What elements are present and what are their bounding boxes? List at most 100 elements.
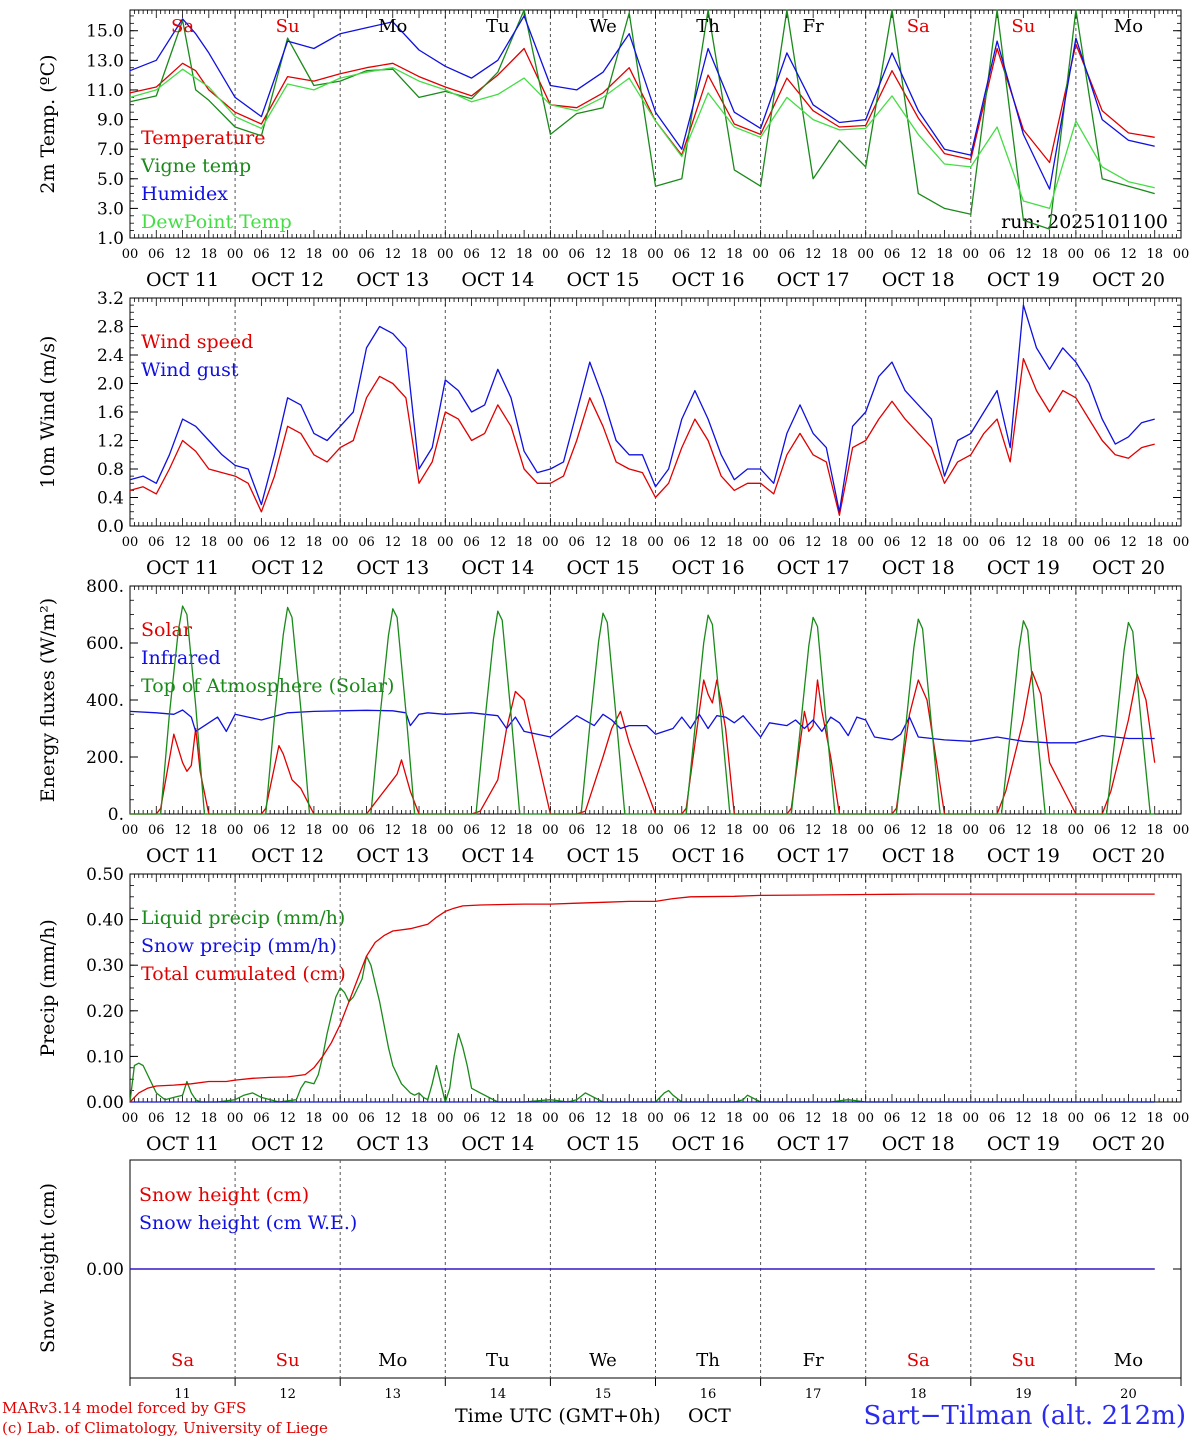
hour-label: 00 — [437, 1111, 454, 1126]
hour-label: 12 — [595, 1111, 612, 1126]
hour-label: 12 — [279, 535, 296, 550]
legend-infrared: Infrared — [141, 647, 221, 669]
legend-snow-precip: Snow precip (mm/h) — [141, 935, 337, 957]
hour-label: 00 — [542, 1111, 559, 1126]
day-label: OCT 20 — [1092, 557, 1165, 579]
day-label: OCT 19 — [987, 1133, 1060, 1155]
hour-label: 06 — [884, 823, 901, 838]
hour-label: 18 — [201, 247, 218, 262]
day-label: OCT 16 — [672, 269, 745, 291]
legend-total-cumulated: Total cumulated (cm) — [141, 963, 346, 985]
hour-label: 00 — [857, 1111, 874, 1126]
hour-label: 18 — [726, 247, 743, 262]
panel-wind: 10m Wind (m/s) Wind speed Wind gust — [37, 297, 1182, 527]
energy-y-axis-title: Energy fluxes (W/m²) — [37, 598, 59, 802]
hour-label: 12 — [910, 1111, 927, 1126]
day-number: 16 — [700, 1387, 717, 1402]
hour-label: 06 — [674, 535, 691, 550]
day-label: OCT 15 — [566, 845, 639, 867]
hour-label: 00 — [122, 823, 139, 838]
legend-vigne-temp: Vigne temp — [140, 155, 251, 177]
hour-label: 06 — [148, 535, 165, 550]
precip-y-tick-label: 0.10 — [86, 1047, 124, 1067]
snow-weekday-label: Th — [696, 1350, 720, 1371]
hour-label: 18 — [1146, 1111, 1163, 1126]
hour-label: 06 — [989, 247, 1006, 262]
day-label: OCT 14 — [461, 1133, 534, 1155]
hour-label: 06 — [358, 1111, 375, 1126]
hour-label: 00 — [857, 823, 874, 838]
hour-label: 06 — [148, 1111, 165, 1126]
hour-label: 12 — [805, 823, 822, 838]
day-label: OCT 13 — [356, 1133, 429, 1155]
hour-label: 12 — [805, 1111, 822, 1126]
hour-label: 00 — [647, 535, 664, 550]
day-number: 19 — [1015, 1387, 1032, 1402]
hour-label: 06 — [674, 1111, 691, 1126]
day-label: OCT 18 — [882, 1133, 955, 1155]
hour-label: 06 — [989, 823, 1006, 838]
wind-y-tick-label: 2.0 — [97, 375, 124, 395]
hour-label: 00 — [1173, 247, 1190, 262]
hour-label: 06 — [253, 823, 270, 838]
snow-weekday-label: Mo — [378, 1350, 407, 1371]
temperature-y-tick-label: 5.0 — [97, 170, 124, 190]
hour-label: 18 — [936, 823, 953, 838]
hour-label: 00 — [542, 535, 559, 550]
wind-y-tick-label: 3.2 — [97, 289, 124, 309]
hour-label: 12 — [490, 1111, 507, 1126]
hour-label: 06 — [358, 247, 375, 262]
hour-label: 12 — [1015, 247, 1032, 262]
energy-y-tick-label: 800. — [86, 577, 124, 597]
hour-label: 06 — [253, 247, 270, 262]
hour-label: 12 — [805, 535, 822, 550]
wind-y-axis-title: 10m Wind (m/s) — [37, 336, 59, 489]
hour-label: 12 — [595, 535, 612, 550]
precip-series-total-cumulated-cm- — [129, 893, 1155, 1103]
energy-y-tick-label: 600. — [86, 634, 124, 654]
snow-weekday-label: Sa — [907, 1350, 930, 1371]
hour-label: 06 — [463, 247, 480, 262]
hour-label: 00 — [752, 535, 769, 550]
day-label: OCT 14 — [461, 557, 534, 579]
hour-label: 18 — [306, 1111, 323, 1126]
hour-label: 06 — [884, 535, 901, 550]
hour-label: 00 — [857, 247, 874, 262]
day-label: OCT 15 — [566, 269, 639, 291]
temperature-series-temperature — [129, 43, 1155, 164]
hour-label: 00 — [227, 535, 244, 550]
hour-label: 18 — [306, 535, 323, 550]
hour-label: 06 — [1094, 1111, 1111, 1126]
hour-label: 18 — [621, 823, 638, 838]
hour-label: 18 — [621, 247, 638, 262]
hour-label: 12 — [279, 823, 296, 838]
day-label: OCT 12 — [251, 1133, 324, 1155]
hour-label: 18 — [1041, 247, 1058, 262]
weekday-label: Su — [276, 16, 300, 37]
hour-label: 18 — [1146, 247, 1163, 262]
hour-label: 12 — [1015, 535, 1032, 550]
weekday-label: Tu — [486, 16, 510, 37]
hour-label: 00 — [752, 1111, 769, 1126]
weekday-label: We — [589, 16, 617, 37]
hour-label: 18 — [306, 823, 323, 838]
day-label: OCT 16 — [672, 557, 745, 579]
legend-liquid-precip: Liquid precip (mm/h) — [141, 907, 345, 929]
day-label: OCT 16 — [672, 1133, 745, 1155]
day-label: OCT 19 — [987, 557, 1060, 579]
hour-label: 06 — [253, 535, 270, 550]
temperature-series-dewpoint-temp — [129, 67, 1155, 210]
hour-label: 00 — [122, 247, 139, 262]
day-label: OCT 11 — [146, 269, 219, 291]
snow-weekday-label: Su — [276, 1350, 300, 1371]
hour-label: 12 — [1120, 247, 1137, 262]
hour-label: 12 — [700, 535, 717, 550]
hour-label: 06 — [568, 823, 585, 838]
wind-series-wind-gust — [129, 304, 1155, 513]
temperature-series-vigne-temp — [129, 9, 1155, 230]
hour-label: 18 — [201, 1111, 218, 1126]
hour-label: 06 — [463, 535, 480, 550]
hour-label: 12 — [1120, 535, 1137, 550]
